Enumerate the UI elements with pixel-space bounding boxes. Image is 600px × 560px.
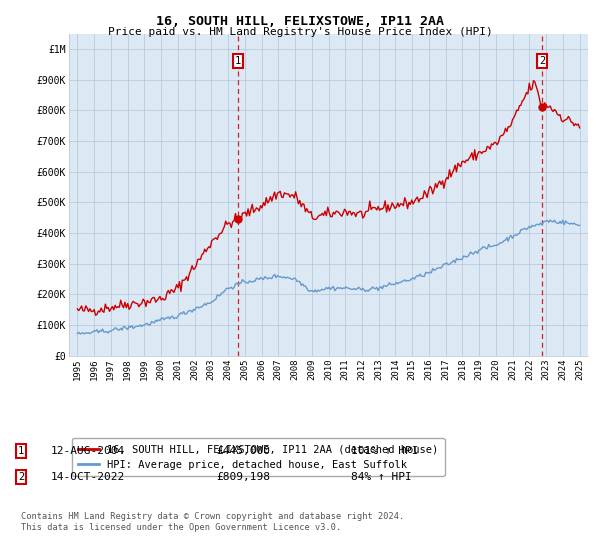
Text: £809,198: £809,198 (216, 472, 270, 482)
Text: 16, SOUTH HILL, FELIXSTOWE, IP11 2AA: 16, SOUTH HILL, FELIXSTOWE, IP11 2AA (156, 15, 444, 27)
Text: £445,000: £445,000 (216, 446, 270, 456)
Text: 12-AUG-2004: 12-AUG-2004 (51, 446, 125, 456)
Legend: 16, SOUTH HILL, FELIXSTOWE, IP11 2AA (detached house), HPI: Average price, detac: 16, SOUTH HILL, FELIXSTOWE, IP11 2AA (de… (71, 438, 445, 476)
Text: Contains HM Land Registry data © Crown copyright and database right 2024.
This d: Contains HM Land Registry data © Crown c… (21, 512, 404, 532)
Text: Price paid vs. HM Land Registry's House Price Index (HPI): Price paid vs. HM Land Registry's House … (107, 27, 493, 37)
Text: 2: 2 (539, 56, 545, 66)
Text: 1: 1 (18, 446, 24, 456)
Text: 84% ↑ HPI: 84% ↑ HPI (351, 472, 412, 482)
Text: 101% ↑ HPI: 101% ↑ HPI (351, 446, 419, 456)
Text: 1: 1 (235, 56, 241, 66)
Text: 14-OCT-2022: 14-OCT-2022 (51, 472, 125, 482)
Text: 2: 2 (18, 472, 24, 482)
